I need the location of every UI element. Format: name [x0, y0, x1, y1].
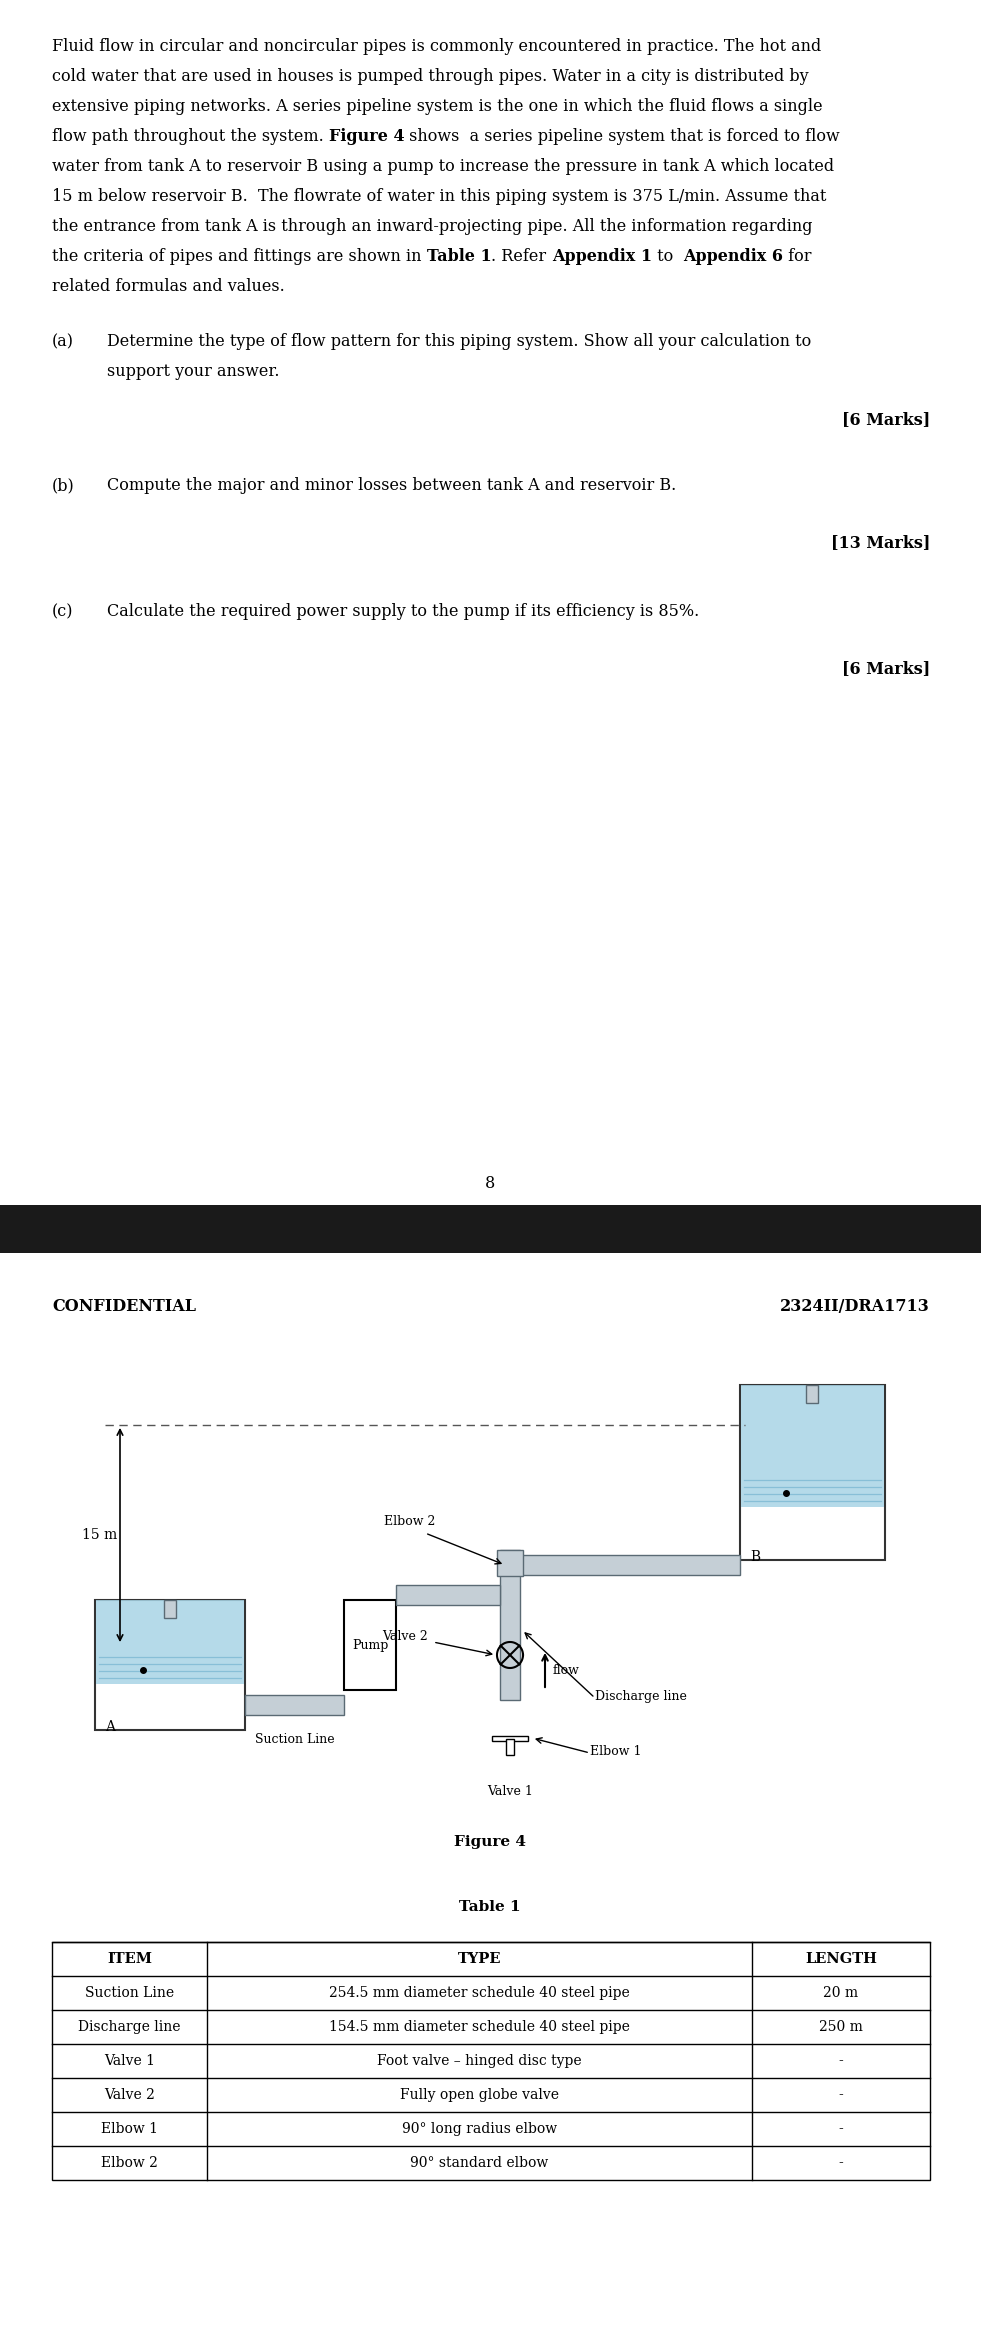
Bar [492, 1737, 528, 1741]
Text: B: B [750, 1551, 760, 1565]
Text: Fully open globe valve: Fully open globe valve [400, 2088, 559, 2102]
Text: Figure 4: Figure 4 [454, 1834, 526, 1848]
Text: [13 Marks]: [13 Marks] [831, 535, 930, 551]
Text: 90° standard elbow: 90° standard elbow [410, 2155, 548, 2169]
Text: 154.5 mm diameter schedule 40 steel pipe: 154.5 mm diameter schedule 40 steel pipe [329, 2020, 630, 2034]
Text: Discharge line: Discharge line [78, 2020, 181, 2034]
Text: [6 Marks]: [6 Marks] [842, 412, 930, 428]
Bar [344, 1600, 396, 1690]
Bar [740, 1386, 885, 1560]
Text: Calculate the required power supply to the pump if its efficiency is 85%.: Calculate the required power supply to t… [107, 602, 699, 621]
Text: Valve 2: Valve 2 [383, 1630, 428, 1644]
Text: Elbow 1: Elbow 1 [101, 2123, 158, 2137]
Text: 20 m: 20 m [823, 1986, 858, 2000]
Text: Table 1: Table 1 [427, 249, 491, 265]
Bar [96, 1600, 244, 1683]
Text: flow path throughout the system.: flow path throughout the system. [52, 128, 329, 144]
Bar [497, 1551, 523, 1576]
Text: for: for [783, 249, 811, 265]
Text: Elbow 2: Elbow 2 [101, 2155, 158, 2169]
Bar [741, 1386, 884, 1507]
Text: A: A [105, 1720, 115, 1734]
Text: Suction Line: Suction Line [85, 1986, 174, 2000]
Text: Table 1: Table 1 [459, 1900, 521, 1913]
Text: [6 Marks]: [6 Marks] [842, 660, 930, 677]
Text: 8: 8 [485, 1174, 495, 1193]
Text: Suction Line: Suction Line [255, 1732, 335, 1746]
Bar [164, 1600, 176, 1618]
Text: cold water that are used in houses is pumped through pipes. Water in a city is d: cold water that are used in houses is pu… [52, 67, 808, 86]
Text: TYPE: TYPE [458, 1953, 501, 1967]
Text: extensive piping networks. A series pipeline system is the one in which the flui: extensive piping networks. A series pipe… [52, 98, 823, 114]
Text: Valve 1: Valve 1 [104, 2053, 155, 2067]
Text: 254.5 mm diameter schedule 40 steel pipe: 254.5 mm diameter schedule 40 steel pipe [329, 1986, 630, 2000]
Text: (a): (a) [52, 332, 74, 351]
Text: ITEM: ITEM [107, 1953, 152, 1967]
Bar [245, 1695, 344, 1716]
Text: Pump: Pump [352, 1639, 388, 1651]
Text: 15 m below reservoir B.  The flowrate of water in this piping system is 375 L/mi: 15 m below reservoir B. The flowrate of … [52, 188, 826, 205]
Text: Compute the major and minor losses between tank A and reservoir B.: Compute the major and minor losses betwe… [107, 477, 676, 493]
Text: flow: flow [553, 1662, 580, 1676]
Text: -: - [839, 2123, 844, 2137]
Text: -: - [839, 2088, 844, 2102]
Text: (c): (c) [52, 602, 74, 621]
Text: Fluid flow in circular and noncircular pipes is commonly encountered in practice: Fluid flow in circular and noncircular p… [52, 37, 821, 56]
Text: 2324II/DRA1713: 2324II/DRA1713 [780, 1297, 930, 1316]
Text: water from tank A to reservoir B using a pump to increase the pressure in tank A: water from tank A to reservoir B using a… [52, 158, 834, 174]
Text: Valve 1: Valve 1 [487, 1786, 533, 1797]
Text: shows  a series pipeline system that is forced to flow: shows a series pipeline system that is f… [404, 128, 841, 144]
Text: -: - [839, 2053, 844, 2067]
Text: . Refer: . Refer [491, 249, 551, 265]
Text: to: to [651, 249, 683, 265]
Text: Figure 4: Figure 4 [329, 128, 404, 144]
Text: Valve 2: Valve 2 [104, 2088, 155, 2102]
Text: -: - [839, 2155, 844, 2169]
Text: (b): (b) [52, 477, 75, 493]
Text: Determine the type of flow pattern for this piping system. Show all your calcula: Determine the type of flow pattern for t… [107, 332, 811, 351]
Bar [506, 1739, 514, 1755]
Text: Appendix 1: Appendix 1 [551, 249, 651, 265]
Text: Foot valve – hinged disc type: Foot valve – hinged disc type [377, 2053, 582, 2067]
Bar [520, 1555, 740, 1574]
Text: 250 m: 250 m [819, 2020, 863, 2034]
Bar [806, 1386, 818, 1402]
Text: the entrance from tank A is through an inward-projecting pipe. All the informati: the entrance from tank A is through an i… [52, 219, 812, 235]
Text: support your answer.: support your answer. [107, 363, 280, 379]
Text: related formulas and values.: related formulas and values. [52, 279, 284, 295]
Text: 15 m: 15 m [82, 1528, 118, 1541]
Text: Discharge line: Discharge line [595, 1690, 687, 1702]
Text: 90° long radius elbow: 90° long radius elbow [402, 2123, 557, 2137]
Bar [95, 1600, 245, 1730]
Text: LENGTH: LENGTH [805, 1953, 877, 1967]
Bar [396, 1586, 500, 1604]
Bar [500, 1551, 520, 1700]
Text: Elbow 1: Elbow 1 [590, 1746, 642, 1758]
Text: the criteria of pipes and fittings are shown in: the criteria of pipes and fittings are s… [52, 249, 427, 265]
Text: Appendix 6: Appendix 6 [683, 249, 783, 265]
Text: CONFIDENTIAL: CONFIDENTIAL [52, 1297, 196, 1316]
Text: Elbow 2: Elbow 2 [385, 1516, 436, 1528]
Bar [52, 1941, 930, 2181]
Bar [0, 1204, 981, 1253]
